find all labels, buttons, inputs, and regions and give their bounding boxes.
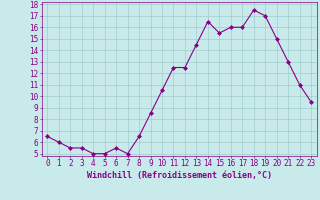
X-axis label: Windchill (Refroidissement éolien,°C): Windchill (Refroidissement éolien,°C) bbox=[87, 171, 272, 180]
